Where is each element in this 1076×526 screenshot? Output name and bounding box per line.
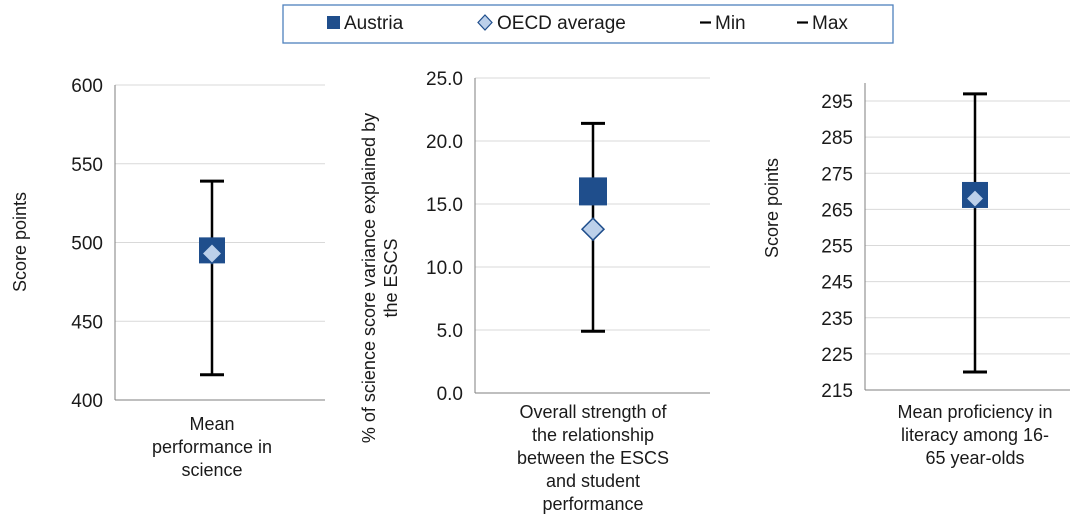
y-tick-label: 500 xyxy=(71,234,103,255)
y-tick-label: 450 xyxy=(71,312,103,333)
y-tick-label: 10.0 xyxy=(426,258,463,279)
austria-marker xyxy=(579,177,607,206)
legend-max-label: Max xyxy=(812,13,848,34)
legend-oecd-marker xyxy=(477,14,493,31)
y-axis-title: Score points xyxy=(762,158,782,258)
category-label: Mean proficiency in literacy among 16-65 … xyxy=(897,402,1052,468)
y-tick-labels: 215 225 235 245 255 265 275 285 295 xyxy=(821,92,853,402)
y-tick-label: 235 xyxy=(821,309,853,330)
y-tick-label: 295 xyxy=(821,92,853,113)
y-tick-labels: 0.0 5.0 10.0 15.0 20.0 25.0 xyxy=(426,69,463,405)
grid-lines xyxy=(115,84,325,322)
grid-lines xyxy=(865,100,1070,355)
y-tick-label: 225 xyxy=(821,345,853,366)
y-tick-label: 0.0 xyxy=(437,384,463,405)
legend-austria-label: Austria xyxy=(344,13,404,34)
panel-escs-strength: 0.0 5.0 10.0 15.0 20.0 25.0 % of science scor… xyxy=(359,69,710,514)
y-tick-label: 275 xyxy=(821,164,853,185)
legend: Austria OECD average Min Max xyxy=(282,4,894,44)
y-tick-label: 600 xyxy=(71,76,103,97)
y-tick-label: 245 xyxy=(821,273,853,294)
y-tick-label: 285 xyxy=(821,128,853,149)
legend-austria-marker xyxy=(327,16,340,29)
category-label: Overall strength of the relationship betwe… xyxy=(517,402,669,514)
y-tick-labels: 400 450 500 550 600 xyxy=(71,76,103,412)
y-axis-title: % of science score variance explained by… xyxy=(359,113,401,443)
oecd-average-marker xyxy=(964,188,986,209)
legend-min-label: Min xyxy=(715,13,746,34)
y-tick-label: 20.0 xyxy=(426,132,463,153)
y-tick-label: 215 xyxy=(821,381,853,402)
y-tick-label: 400 xyxy=(71,391,103,412)
category-label: Mean performance in science xyxy=(152,414,272,480)
y-tick-label: 550 xyxy=(71,155,103,176)
panel-science-performance: 400 450 500 550 600 Score points Mean perform… xyxy=(10,76,325,480)
y-tick-label: 255 xyxy=(821,237,853,258)
y-tick-label: 265 xyxy=(821,200,853,221)
y-axis-title: Score points xyxy=(10,192,30,292)
panel-adult-literacy: 215 225 235 245 255 265 275 285 295 Score points… xyxy=(762,83,1070,468)
oecd-average-marker xyxy=(200,242,224,265)
y-tick-label: 5.0 xyxy=(437,321,463,342)
legend-box xyxy=(282,4,894,44)
legend-oecd-label: OECD average xyxy=(497,13,626,34)
y-tick-label: 25.0 xyxy=(426,69,463,90)
oecd-average-marker xyxy=(580,217,606,242)
y-tick-label: 15.0 xyxy=(426,195,463,216)
